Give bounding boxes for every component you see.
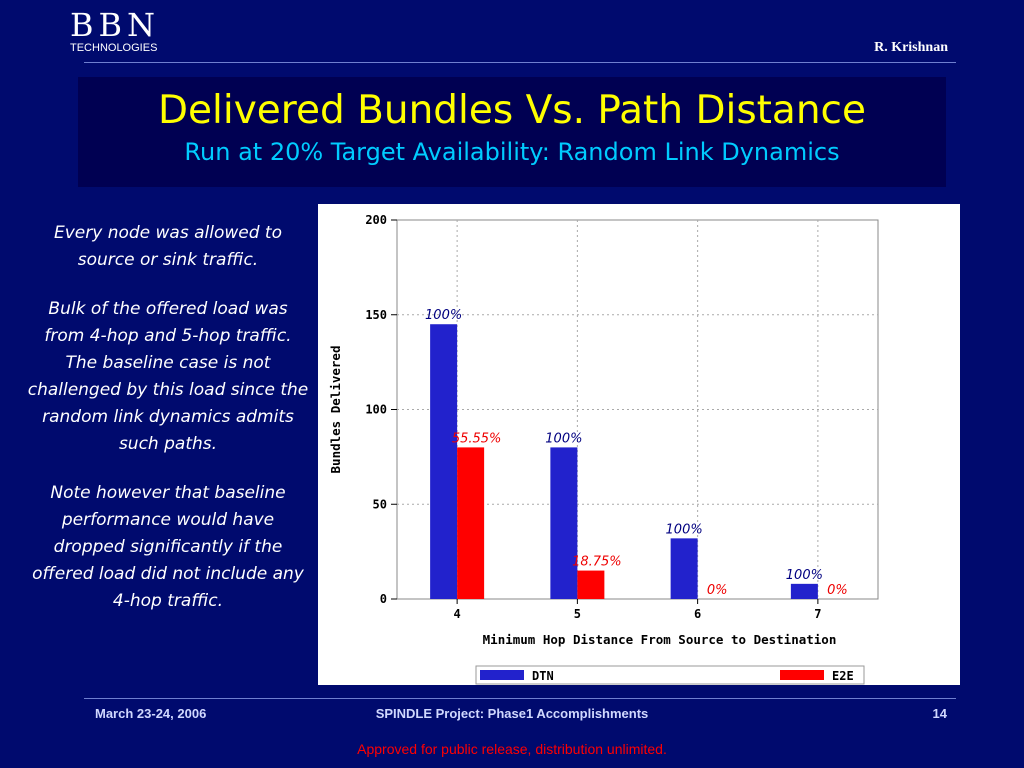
bar-chart: 0 50 100 150 200 4 100% 55.55% 5 100% 18.75% 6 100% 0… (318, 204, 960, 685)
release-notice: Approved for public release, distributio… (357, 741, 667, 757)
legend-label: E2E (832, 669, 854, 683)
legend-swatch-e2e (780, 670, 824, 680)
note-paragraph: Bulk of the offered load was from 4-hop … (27, 299, 309, 454)
x-tick-label: 6 (694, 607, 701, 621)
x-axis-label: Minimum Hop Distance From Source to Dest… (483, 632, 837, 647)
y-tick-label: 0 (380, 592, 387, 606)
data-label: 18.75% (572, 555, 622, 570)
note-paragraph: Note however that baseline performance w… (32, 483, 304, 611)
data-label: 100% (786, 568, 823, 583)
data-label: 100% (425, 308, 462, 323)
y-tick-label: 150 (365, 308, 387, 322)
y-axis-label: Bundles Delivered (328, 346, 343, 474)
author-name: R. Krishnan (874, 40, 948, 55)
footer-date: March 23-24, 2006 (95, 706, 207, 721)
bar-dtn (550, 447, 578, 599)
bar-dtn (790, 583, 818, 599)
y-tick-label: 100 (365, 403, 387, 417)
legend-swatch-dtn (480, 670, 524, 680)
chart-canvas: 0 50 100 150 200 4 100% 55.55% 5 100% 18.75% 6 100% 0… (328, 213, 879, 685)
bbn-logo: BBN TECHNOLOGIES (70, 8, 180, 58)
page-number: 14 (932, 706, 947, 721)
data-label: 100% (545, 431, 582, 446)
slide-title: Delivered Bundles Vs. Path Distance (158, 88, 866, 133)
title-box: Delivered Bundles Vs. Path Distance Run … (78, 77, 946, 187)
footer-divider (84, 698, 956, 699)
notes-panel: Every node was allowed to source or sink… (26, 220, 310, 637)
data-label: 55.55% (452, 431, 502, 446)
data-label: 0% (827, 583, 848, 598)
y-tick-label: 50 (373, 497, 387, 511)
logo-letters: BBN (70, 6, 161, 44)
data-label: 100% (666, 522, 703, 537)
bar-e2e (457, 447, 485, 599)
bar-dtn (670, 538, 698, 599)
logo-subtitle: TECHNOLOGIES (70, 42, 158, 54)
footer-project: SPINDLE Project: Phase1 Accomplishments (375, 706, 649, 721)
legend-box (475, 665, 865, 685)
legend-label: DTN (532, 669, 554, 683)
header-divider (84, 62, 956, 63)
x-tick-label: 5 (574, 607, 581, 621)
y-tick-label: 200 (365, 213, 387, 227)
data-label: 0% (707, 583, 728, 598)
bar-e2e (577, 570, 605, 599)
x-tick-label: 4 (454, 607, 461, 621)
x-tick-label: 7 (814, 607, 821, 621)
slide-subtitle: Run at 20% Target Availability: Random L… (184, 138, 840, 166)
note-paragraph: Every node was allowed to source or sink… (53, 223, 282, 270)
bar-dtn (430, 324, 458, 599)
